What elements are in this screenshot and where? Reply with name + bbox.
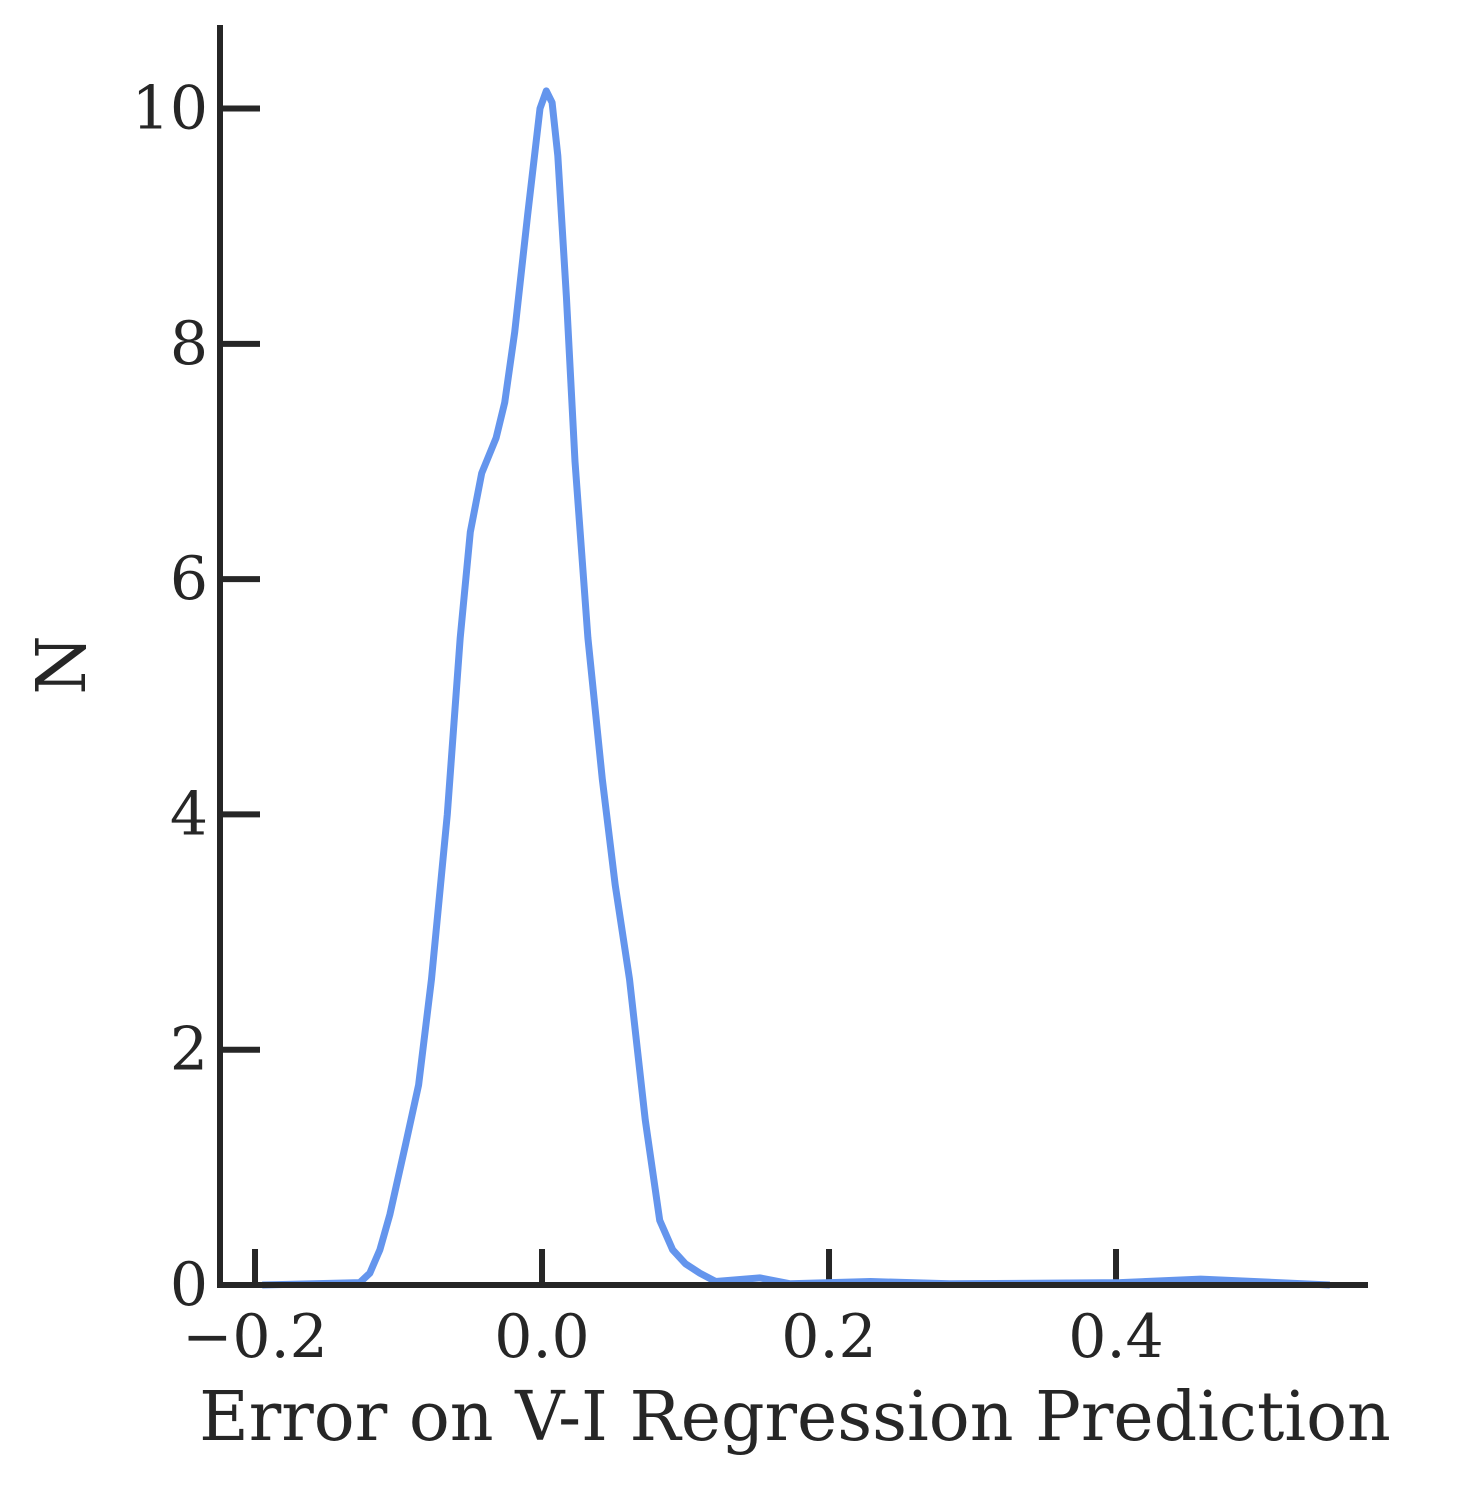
y-tick-label: 4 — [170, 779, 208, 849]
y-tick-label: 2 — [170, 1015, 208, 1085]
x-tick-label: 0.4 — [1068, 1302, 1163, 1372]
y-axis-label: N — [23, 635, 102, 695]
x-tick-label: 0.2 — [781, 1302, 876, 1372]
x-tick-label: 0.0 — [494, 1302, 589, 1372]
kde-line — [262, 87, 1330, 1289]
x-axis-label: Error on V-I Regression Prediction — [199, 1378, 1391, 1457]
y-tick-label: 8 — [170, 309, 208, 379]
y-tick-label: 6 — [170, 544, 208, 614]
y-tick-label: 10 — [132, 74, 208, 144]
y-tick-label: 0 — [170, 1250, 208, 1320]
x-tick-label: −0.2 — [182, 1302, 328, 1372]
